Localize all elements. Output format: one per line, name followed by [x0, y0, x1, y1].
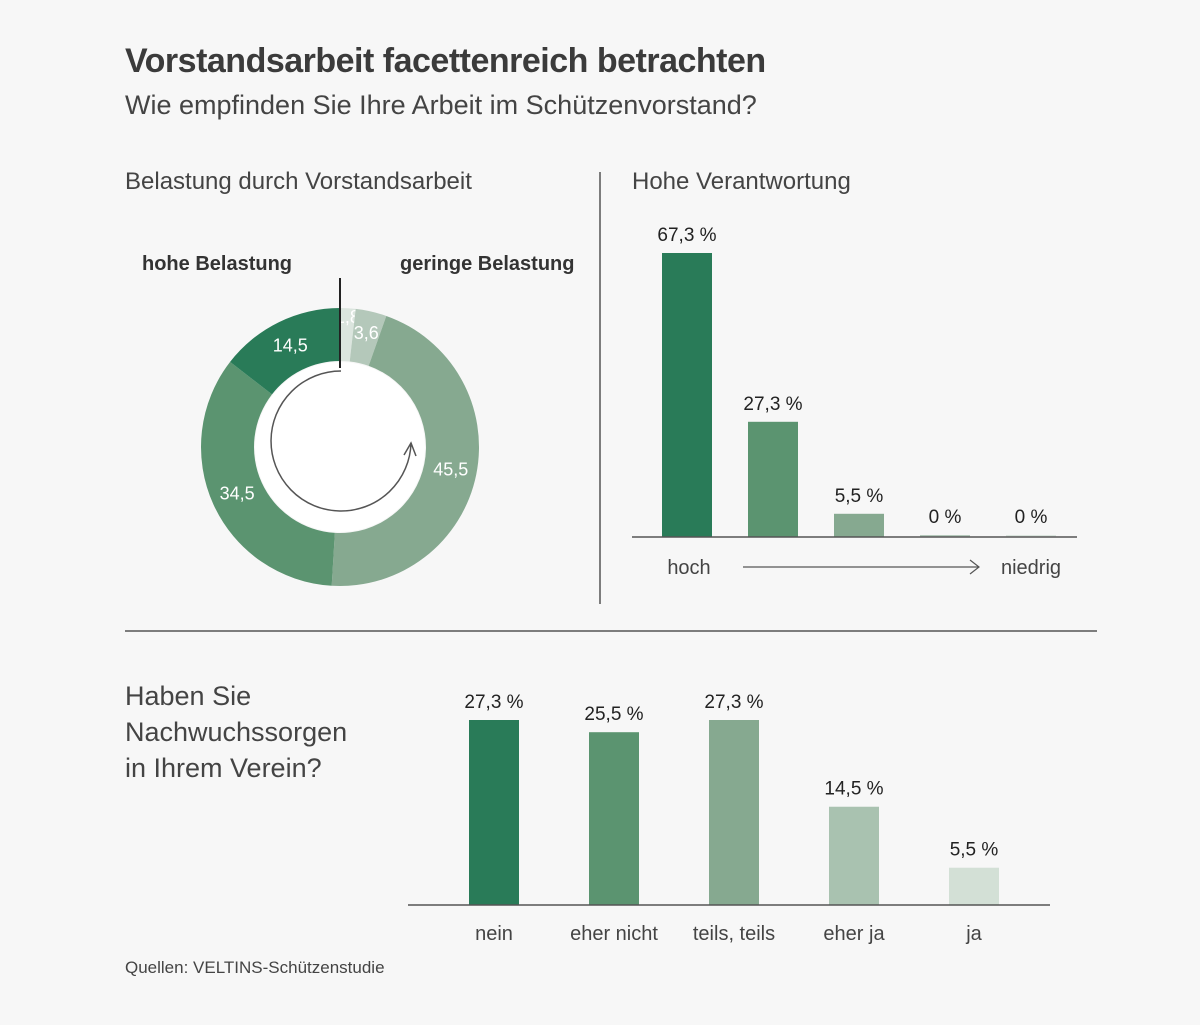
- axis-label-high: hoch: [667, 557, 710, 579]
- responsibility-value-label-3: 0 %: [929, 507, 962, 528]
- responsibility-chart-title: Hohe Verantwortung: [632, 168, 851, 195]
- responsibility-bar-3: [920, 535, 970, 537]
- donut-slice-label-0: 1,8: [335, 307, 360, 327]
- axis-label-low: niedrig: [1001, 557, 1061, 579]
- arrow-right-icon: [969, 559, 980, 575]
- succession-value-label-1: 25,5 %: [584, 704, 643, 725]
- succession-value-label-3: 14,5 %: [824, 779, 883, 800]
- succession-bar-1: [589, 732, 639, 905]
- succession-value-label-2: 27,3 %: [704, 692, 763, 713]
- donut-slice-1: [349, 308, 387, 366]
- succession-bar-4: [949, 867, 999, 905]
- succession-category-label-1: eher nicht: [570, 923, 658, 945]
- label-high-load: hohe Belastung: [142, 253, 292, 275]
- responsibility-value-label-0: 67,3 %: [657, 225, 716, 246]
- donut-slice-4: [230, 308, 340, 395]
- donut-slice-3: [201, 361, 335, 586]
- label-low-load: geringe Belastung: [400, 253, 574, 275]
- succession-title-line-3: in Ihrem Verein?: [125, 753, 322, 783]
- donut-chart-title: Belastung durch Vorstandsarbeit: [125, 168, 472, 195]
- succession-title-line-2: Nachwuchssorgen: [125, 717, 348, 747]
- succession-bar-3: [829, 806, 879, 905]
- responsibility-bar-4: [1006, 535, 1056, 537]
- succession-value-label-4: 5,5 %: [950, 840, 999, 861]
- succession-bar-chart: 27,3 % nein 25,5 % eher nicht 27,3 % teils, t…: [464, 692, 999, 945]
- responsibility-value-label-1: 27,3 %: [743, 394, 802, 415]
- page-subtitle: Wie empfinden Sie Ihre Arbeit im Schütze…: [125, 90, 757, 120]
- responsibility-value-label-2: 5,5 %: [835, 486, 884, 507]
- succession-value-label-0: 27,3 %: [464, 692, 523, 713]
- donut-slice-label-1: 3,6: [354, 323, 379, 343]
- donut-hole: [255, 362, 425, 532]
- responsibility-bar-2: [834, 513, 884, 537]
- succession-category-label-2: teils, teils: [693, 923, 775, 945]
- donut-slice-0: [340, 308, 356, 362]
- responsibility-value-label-4: 0 %: [1015, 507, 1048, 528]
- succession-bar-2: [709, 720, 759, 905]
- succession-bar-0: [469, 720, 519, 905]
- source-note: Quellen: VELTINS-Schützenstudie: [125, 958, 385, 977]
- succession-category-label-3: eher ja: [823, 923, 885, 945]
- responsibility-bar-0: [662, 253, 712, 537]
- donut-slice-label-3: 34,5: [220, 484, 255, 504]
- succession-chart-title: Haben Sie Nachwuchssorgen in Ihrem Verei…: [125, 678, 405, 786]
- succession-title-line-1: Haben Sie: [125, 681, 252, 711]
- donut-slice-label-2: 45,5: [433, 459, 468, 479]
- page-title: Vorstandsarbeit facettenreich betrachten: [125, 42, 766, 80]
- responsibility-bar-1: [748, 421, 798, 537]
- donut-chart: 1,83,6 45,5 34,5 14,5: [201, 307, 480, 586]
- clockwise-arrow-arc: [270, 370, 412, 512]
- responsibility-bar-chart: 67,3 % 27,3 % 5,5 % 0 % 0 %: [657, 225, 1056, 537]
- donut-slice-label-4: 14,5: [273, 336, 308, 356]
- clockwise-arrow-icon: [403, 441, 417, 457]
- succession-category-label-0: nein: [475, 923, 513, 945]
- succession-category-label-4: ja: [965, 923, 982, 945]
- donut-slice-2: [331, 315, 480, 586]
